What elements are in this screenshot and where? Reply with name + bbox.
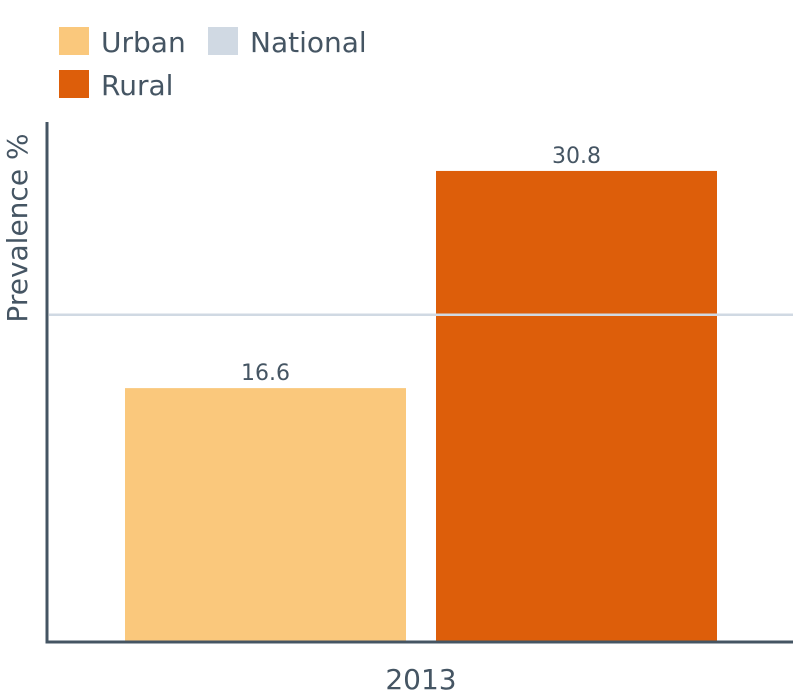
bar-rural-2013	[436, 170, 717, 643]
legend-swatch-national	[208, 27, 238, 55]
legend-label-urban: Urban	[101, 26, 186, 59]
bars: 16.6 30.8	[125, 144, 717, 643]
legend-swatch-rural	[59, 70, 89, 98]
legend-item-rural: Rural	[59, 69, 173, 102]
value-label-urban: 16.6	[241, 361, 290, 386]
value-label-rural: 30.8	[552, 144, 601, 169]
legend-label-rural: Rural	[101, 69, 173, 102]
legend: Urban National Rural	[59, 26, 367, 102]
x-tick-label-2013: 2013	[385, 663, 456, 696]
legend-swatch-urban	[59, 27, 89, 55]
legend-label-national: National	[250, 26, 367, 59]
legend-item-urban: Urban	[59, 26, 186, 59]
axes	[45, 122, 793, 644]
x-tick-labels: 2013	[385, 663, 456, 696]
bar-urban-2013	[125, 388, 406, 642]
y-axis-label: Prevalence %	[1, 133, 34, 322]
legend-item-national: National	[208, 26, 367, 59]
